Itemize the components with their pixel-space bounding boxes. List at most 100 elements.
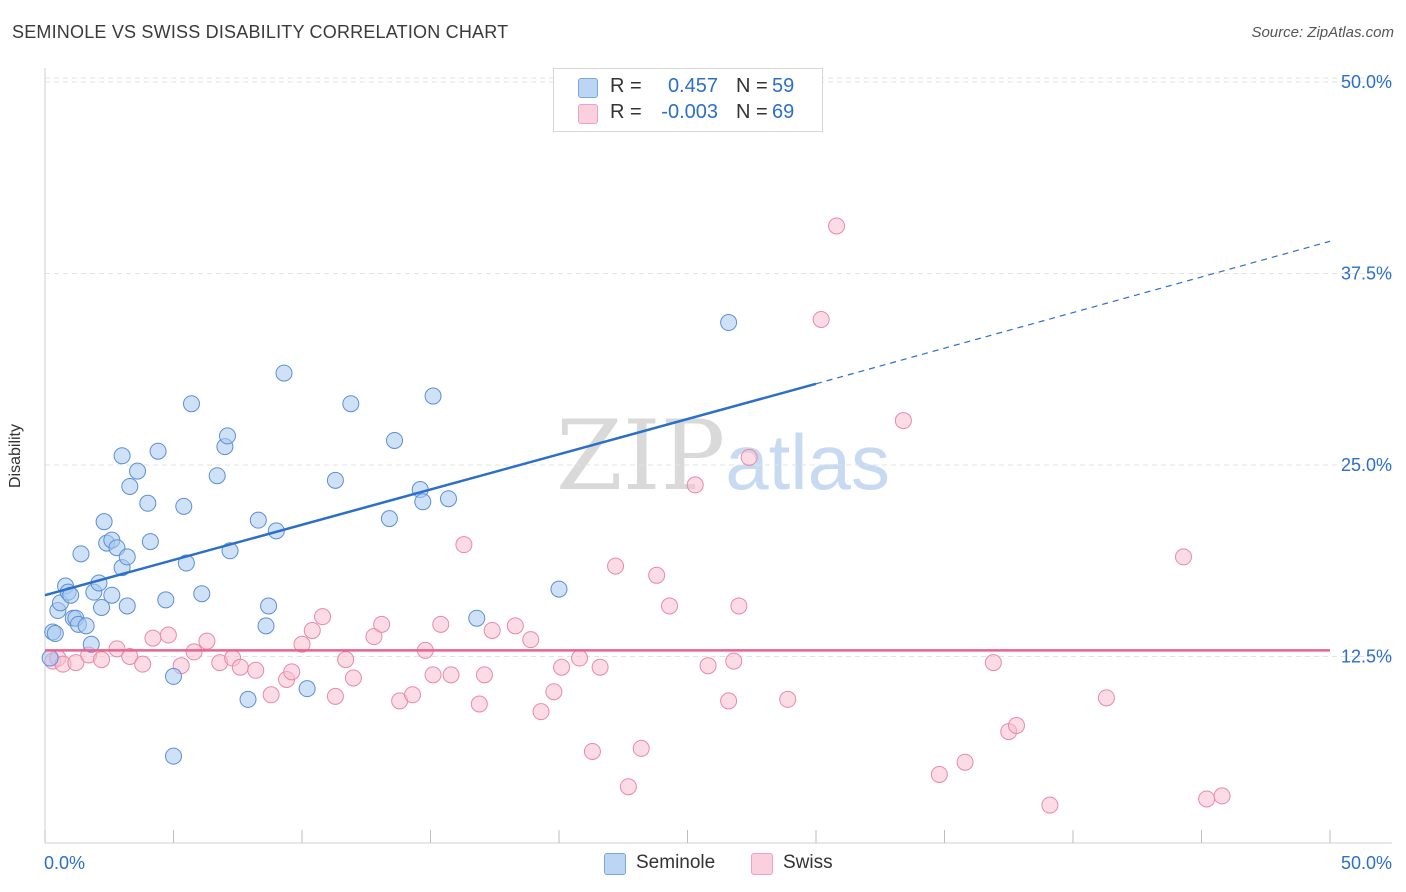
axes	[44, 68, 1392, 844]
seminole-point	[82, 635, 100, 653]
y-tick-label: 37.5%	[1341, 264, 1392, 284]
swiss-point	[522, 631, 540, 649]
swiss-point	[1007, 716, 1025, 734]
swiss-point	[699, 657, 717, 675]
swiss-point	[571, 649, 589, 667]
swiss-point	[607, 557, 625, 575]
swiss-point	[730, 597, 748, 615]
swiss-points	[44, 217, 1231, 814]
swiss-point	[159, 626, 177, 644]
swiss-point	[198, 632, 216, 650]
seminole-point	[177, 554, 195, 572]
swiss-point	[404, 686, 422, 704]
seminole-point	[260, 597, 278, 615]
y-tick-label: 12.5%	[1341, 647, 1392, 667]
swiss-point	[231, 658, 249, 676]
swiss-point	[632, 739, 650, 757]
swiss-point	[483, 621, 501, 639]
swiss-point	[303, 621, 321, 639]
seminole-point	[326, 471, 344, 489]
seminole-point	[118, 548, 136, 566]
legend-n-label: N =	[736, 75, 768, 97]
swiss-point	[365, 628, 383, 646]
trend-lines	[44, 240, 1331, 652]
seminole-trend-extension	[815, 240, 1331, 385]
swiss-point	[424, 666, 442, 684]
swiss-point	[344, 669, 362, 687]
swiss-point	[1213, 787, 1231, 805]
seminole-point	[103, 586, 121, 604]
swiss-point	[314, 608, 332, 626]
legend-n-label: N =	[736, 101, 768, 123]
seminole-point	[414, 493, 432, 511]
seminole-point	[239, 690, 257, 708]
seminole-legend-label: Seminole	[636, 852, 716, 873]
swiss-point	[812, 310, 830, 328]
y-axis-label: Disability	[7, 423, 24, 489]
swiss-point	[894, 412, 912, 430]
seminole-point	[175, 497, 193, 515]
swiss-point	[956, 753, 974, 771]
x-tick-label: 0.0%	[44, 853, 85, 873]
swiss-point	[455, 536, 473, 554]
swiss-point	[67, 654, 85, 672]
swiss-point	[720, 692, 738, 710]
seminole-point	[141, 533, 159, 551]
seminole-point	[41, 649, 59, 667]
chart-title: SEMINOLE VS SWISS DISABILITY CORRELATION…	[12, 22, 509, 42]
legend-r-label: R =	[610, 75, 642, 97]
swiss-point	[283, 663, 301, 681]
swiss-point	[108, 640, 126, 658]
seminole-point	[165, 667, 182, 685]
swiss-legend-label: Swiss	[783, 852, 833, 873]
swiss-point	[121, 648, 139, 665]
swiss-point	[1175, 548, 1193, 566]
seminole-point	[121, 477, 139, 495]
legend-r-label: R =	[610, 101, 642, 123]
swiss-point	[591, 658, 609, 676]
swiss-point	[984, 654, 1002, 672]
seminole-point	[93, 598, 111, 616]
seminole-point	[182, 395, 200, 413]
seminole-point	[139, 494, 157, 512]
swiss-point	[373, 615, 391, 633]
seminole-point	[468, 609, 486, 627]
swiss-point	[545, 683, 563, 701]
seminole-point	[218, 427, 236, 445]
legend-r-value: 0.457	[667, 75, 718, 97]
seminole-point	[77, 617, 95, 635]
swiss-point	[144, 629, 162, 647]
watermark-zip: ZIP	[556, 400, 726, 512]
seminole-point	[424, 387, 442, 405]
swiss-legend-swatch	[751, 853, 773, 875]
seminole-point	[720, 314, 738, 332]
swiss-swatch	[578, 104, 598, 124]
swiss-point	[779, 690, 797, 708]
swiss-point	[470, 695, 488, 713]
seminole-point	[165, 747, 182, 765]
swiss-point	[686, 476, 704, 494]
swiss-point	[337, 651, 355, 669]
seminole-point	[550, 580, 568, 598]
seminole-legend-swatch	[604, 853, 626, 875]
seminole-point	[439, 490, 457, 508]
seminole-point	[275, 364, 293, 382]
swiss-point	[740, 448, 758, 466]
swiss-point	[725, 652, 743, 670]
x-tick-label: 50.0%	[1341, 853, 1392, 873]
swiss-point	[247, 661, 265, 679]
swiss-point	[828, 217, 846, 235]
swiss-point	[930, 765, 948, 783]
swiss-point	[583, 742, 601, 760]
swiss-point	[1041, 796, 1059, 814]
swiss-point	[432, 615, 450, 633]
seminole-point	[342, 395, 360, 413]
grid-lines	[45, 77, 1392, 657]
seminole-swatch	[578, 78, 598, 98]
watermark: ZIPatlas	[556, 400, 890, 512]
seminole-point	[118, 597, 136, 615]
seminole-point	[257, 617, 275, 635]
seminole-point	[46, 625, 64, 643]
seminole-point	[113, 447, 131, 465]
